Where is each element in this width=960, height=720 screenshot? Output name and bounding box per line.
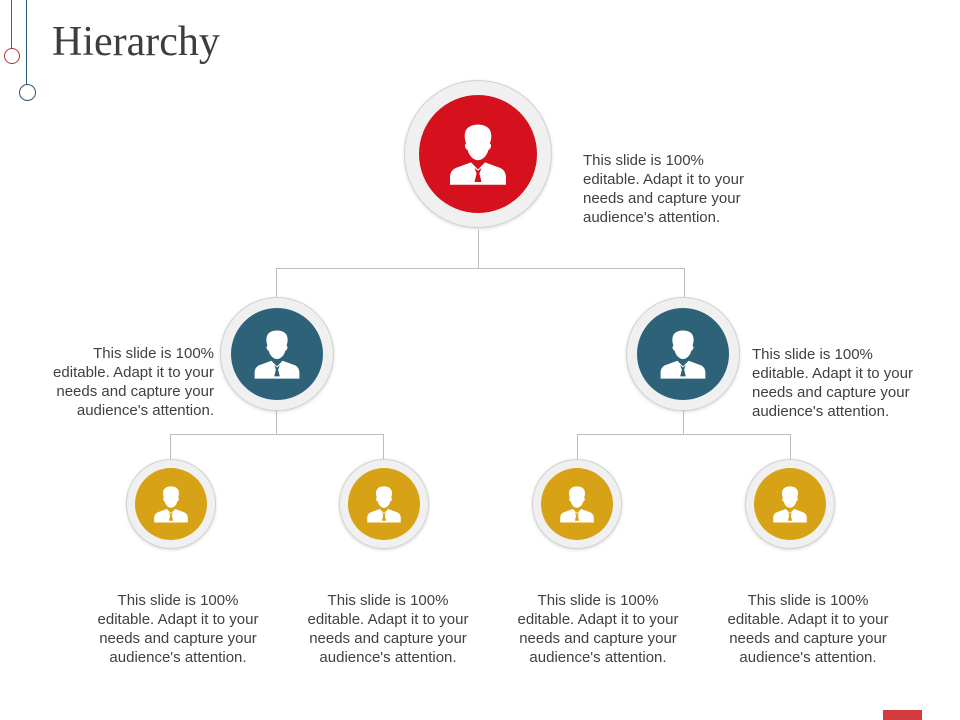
connector (383, 434, 384, 462)
node-level2-right[interactable] (626, 297, 740, 411)
person-icon (660, 330, 706, 379)
connector (683, 410, 684, 434)
node-level2-right-description: This slide is 100% editable. Adapt it to… (752, 346, 913, 420)
node-level3-1-fill (135, 468, 207, 540)
node-level3-2[interactable] (339, 459, 429, 549)
node-level3-3-fill (541, 468, 613, 540)
node-level2-left-description: This slide is 100% editable. Adapt it to… (53, 345, 214, 419)
connector (276, 268, 685, 269)
node-level3-3-description: This slide is 100% editable. Adapt it to… (517, 592, 679, 666)
node-level3-4-description: This slide is 100% editable. Adapt it to… (727, 592, 889, 666)
node-level2-left[interactable] (220, 297, 334, 411)
person-icon (450, 124, 506, 185)
person-icon (560, 486, 594, 523)
person-icon (773, 486, 807, 523)
connector (170, 434, 171, 462)
node-level3-1-description: This slide is 100% editable. Adapt it to… (97, 592, 259, 666)
slide-title: Hierarchy (52, 19, 220, 65)
deco-circle-blue (19, 84, 36, 101)
person-icon (254, 330, 300, 379)
deco-line-red (11, 0, 12, 49)
node-level3-4-fill (754, 468, 826, 540)
connector (478, 230, 479, 268)
deco-circle-red (4, 48, 20, 64)
person-icon (154, 486, 188, 523)
connector (276, 268, 277, 298)
node-level1-fill (419, 95, 537, 213)
node-level3-3[interactable] (532, 459, 622, 549)
person-icon (367, 486, 401, 523)
node-level3-4[interactable] (745, 459, 835, 549)
node-level2-left-fill (231, 308, 323, 400)
node-level1-description: This slide is 100% editable. Adapt it to… (583, 152, 744, 226)
connector (684, 268, 685, 298)
connector (577, 434, 578, 462)
connector (790, 434, 791, 462)
node-level3-2-fill (348, 468, 420, 540)
node-level3-1[interactable] (126, 459, 216, 549)
connector (276, 410, 277, 434)
connector (170, 434, 384, 435)
node-level1[interactable] (404, 80, 552, 228)
connector (577, 434, 791, 435)
deco-line-blue (26, 0, 27, 85)
corner-accent-bar (883, 710, 922, 720)
node-level2-right-fill (637, 308, 729, 400)
node-level3-2-description: This slide is 100% editable. Adapt it to… (307, 592, 469, 666)
